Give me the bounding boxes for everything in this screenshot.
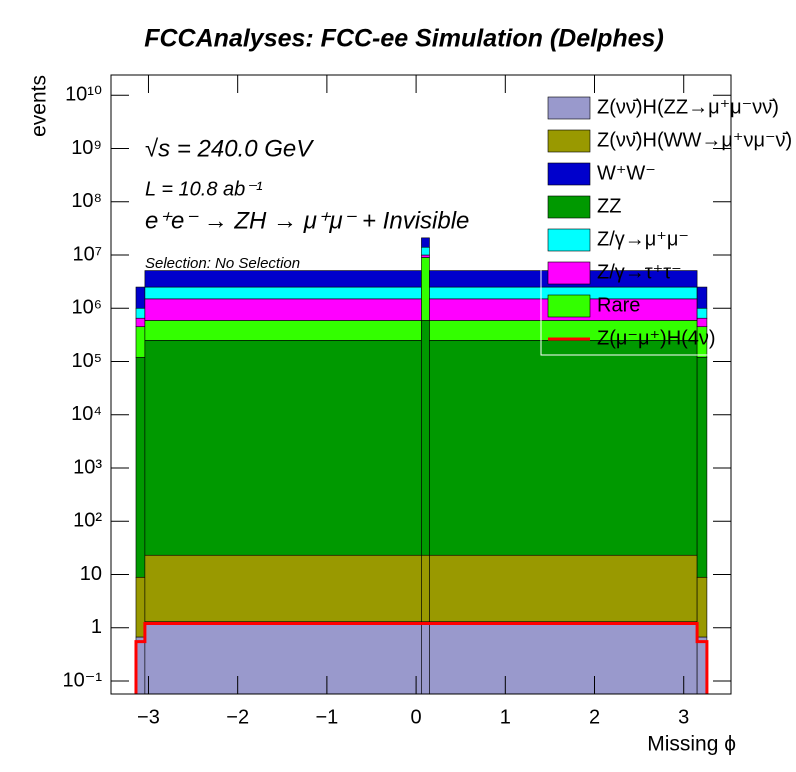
legend-label: Z(νν̄)H(ZZ→μ⁺μ⁻νν̄): [597, 96, 779, 118]
histogram-bar: [696, 356, 708, 578]
histogram-bar: [144, 298, 422, 321]
y-tick-label: 10⁷: [73, 243, 102, 265]
y-tick-label: 10²: [73, 510, 102, 532]
histogram-bar: [135, 286, 146, 309]
legend-swatch: [547, 228, 591, 252]
y-tick-label: 1: [91, 616, 102, 638]
y-tick-label: 10: [80, 563, 102, 585]
legend-box: [540, 89, 796, 356]
histogram-bar: [696, 317, 708, 328]
annotation: √s = 240.0 GeV: [145, 135, 314, 162]
x-tick-label: −3: [137, 706, 160, 728]
plot-frame: [110, 74, 732, 695]
annotation: e⁺e⁻ → ZH → μ⁺μ⁻ + Invisible: [145, 207, 469, 234]
histogram-bar: [144, 340, 422, 556]
histogram-bar: [144, 554, 422, 622]
y-tick-label: 10⁻¹: [63, 669, 103, 691]
y-tick-label: 10¹⁰: [65, 84, 102, 106]
y-tick-label: 10⁴: [71, 403, 102, 425]
y-tick-label: 10⁸: [71, 190, 102, 212]
histogram-bar: [135, 356, 146, 578]
annotation: Selection: No Selection: [145, 255, 300, 272]
histogram-bar: [144, 286, 422, 300]
histogram-bar: [421, 254, 430, 258]
histogram-bar: [421, 246, 430, 256]
legend-swatch: [547, 96, 591, 120]
legend-label: Z/γ→τ⁺τ⁻: [597, 261, 682, 283]
y-tick-label: 10⁶: [72, 297, 102, 319]
histogram-bar: [421, 320, 430, 556]
histogram-bar: [144, 320, 422, 341]
legend-swatch: [547, 162, 591, 186]
histogram-bar: [421, 237, 430, 248]
legend-label: Rare: [597, 294, 640, 316]
legend-swatch: [547, 294, 591, 318]
x-tick-label: −2: [226, 706, 249, 728]
y-tick-label: 10⁵: [71, 350, 102, 372]
annotation: L = 10.8 ab⁻¹: [145, 178, 263, 200]
x-tick-label: 1: [500, 706, 511, 728]
histogram-bar: [421, 554, 430, 622]
histogram-bar: [421, 621, 430, 694]
x-tick-label: −1: [315, 706, 338, 728]
legend-label: Z(νν̄)H(WW→μ⁺νμ⁻ν̄): [597, 129, 792, 151]
histogram-bar: [144, 621, 422, 694]
histogram-bar: [135, 307, 146, 319]
x-tick-label: 3: [678, 706, 689, 728]
histogram-bar: [135, 317, 146, 328]
x-tick-label: 2: [589, 706, 600, 728]
plot-area: [134, 237, 709, 694]
histogram-bar: [144, 270, 422, 288]
histogram-bar: [429, 621, 698, 694]
legend-swatch: [547, 129, 591, 153]
x-tick-label: 0: [411, 706, 422, 728]
histogram-bar: [135, 326, 146, 358]
x-axis-label: Missing ϕ: [647, 733, 736, 756]
histogram-bar: [421, 257, 430, 321]
legend-label: Z(μ⁻μ⁺)H(4ν): [597, 327, 716, 349]
legend-swatch: [547, 195, 591, 219]
chart-title: FCCAnalyses: FCC-ee Simulation (Delphes): [144, 25, 664, 53]
histogram-bar: [429, 340, 698, 556]
histogram-bar: [429, 554, 698, 622]
legend-label: ZZ: [597, 195, 621, 217]
step-line: [134, 622, 709, 694]
legend-swatch: [547, 261, 591, 285]
y-tick-label: 10⁹: [71, 137, 102, 159]
legend-label: Z/γ→μ⁺μ⁻: [597, 228, 689, 250]
legend-label: W⁺W⁻: [597, 162, 656, 184]
y-tick-label: 10³: [73, 456, 102, 478]
histogram-bar: [696, 286, 708, 309]
histogram-bar: [696, 307, 708, 319]
y-axis-label: events: [28, 75, 51, 137]
